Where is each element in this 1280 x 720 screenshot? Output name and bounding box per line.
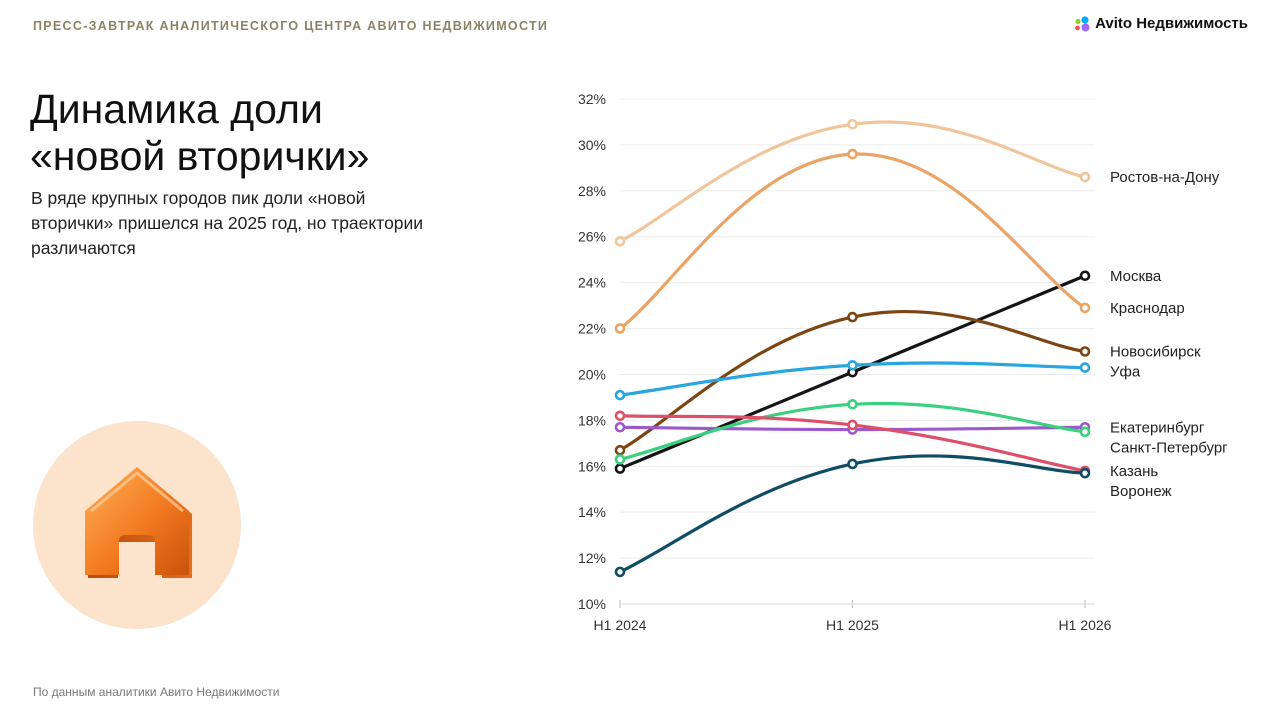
- data-point: [847, 311, 858, 323]
- data-point: [847, 148, 858, 160]
- x-tick-label: H1 2026: [1059, 617, 1112, 633]
- y-tick-label: 20%: [578, 366, 606, 382]
- series-label: Воронеж: [1110, 483, 1172, 500]
- title-line-2: «новой вторички»: [30, 133, 370, 179]
- series-label: Санкт-Петербург: [1110, 439, 1228, 456]
- source-note: По данным аналитики Авито Недвижимости: [33, 685, 280, 699]
- series-line: [618, 454, 1087, 574]
- data-point: [1079, 426, 1091, 438]
- series-label: Казань: [1110, 463, 1158, 480]
- series-line: [618, 152, 1087, 331]
- data-point: [847, 419, 858, 431]
- y-tick-label: 12%: [578, 550, 606, 566]
- y-tick-label: 30%: [578, 137, 606, 153]
- data-point: [614, 323, 626, 334]
- y-tick-label: 14%: [578, 504, 606, 520]
- data-point: [614, 463, 626, 474]
- y-tick-label: 18%: [578, 412, 606, 428]
- data-point: [1079, 362, 1091, 373]
- x-tick-label: H1 2024: [594, 617, 647, 633]
- data-point: [1079, 302, 1091, 314]
- data-point: [614, 389, 626, 401]
- page-subtitle: В ряде крупных городов пик доли «новой в…: [31, 188, 424, 258]
- series-label: Екатеринбург: [1110, 419, 1205, 436]
- page-title: Динамика доли «новой вторички»: [30, 86, 500, 180]
- data-point: [614, 566, 626, 578]
- series-label: Москва: [1110, 268, 1162, 285]
- data-point: [614, 236, 626, 247]
- y-tick-label: 28%: [578, 183, 606, 199]
- series-label: Краснодар: [1110, 300, 1185, 317]
- house-illustration: [33, 421, 241, 629]
- house-icon: [85, 467, 192, 578]
- title-line-1: Динамика доли: [30, 86, 323, 132]
- y-tick-label: 24%: [578, 275, 606, 291]
- data-point: [1079, 171, 1091, 183]
- data-point: [847, 118, 858, 130]
- y-tick-label: 16%: [578, 458, 606, 474]
- data-point: [847, 359, 858, 371]
- data-point: [614, 410, 626, 422]
- data-point: [1079, 270, 1091, 282]
- data-point: [847, 398, 858, 410]
- brand-logo: Avito Недвижимость: [1073, 15, 1248, 32]
- y-tick-label: 10%: [578, 596, 606, 612]
- series-label: Новосибирск: [1110, 344, 1201, 361]
- data-point: [847, 458, 858, 470]
- avito-logo-icon: [1075, 15, 1090, 31]
- y-tick-label: 26%: [578, 229, 606, 245]
- series-line: [618, 120, 1087, 243]
- data-point: [614, 421, 626, 433]
- data-point: [1079, 346, 1091, 357]
- y-tick-label: 32%: [578, 91, 606, 107]
- series-label: Ростов-на-Дону: [1110, 169, 1220, 186]
- logo-text: Avito Недвижимость: [1095, 15, 1248, 32]
- x-tick-label: H1 2025: [826, 617, 879, 633]
- header-label: ПРЕСС-ЗАВТРАК АНАЛИТИЧЕСКОГО ЦЕНТРА АВИТ…: [33, 19, 549, 33]
- series-label: Уфа: [1110, 364, 1141, 381]
- data-point: [614, 454, 626, 465]
- data-point: [614, 444, 626, 456]
- y-tick-label: 22%: [578, 321, 606, 337]
- data-point: [1079, 467, 1091, 479]
